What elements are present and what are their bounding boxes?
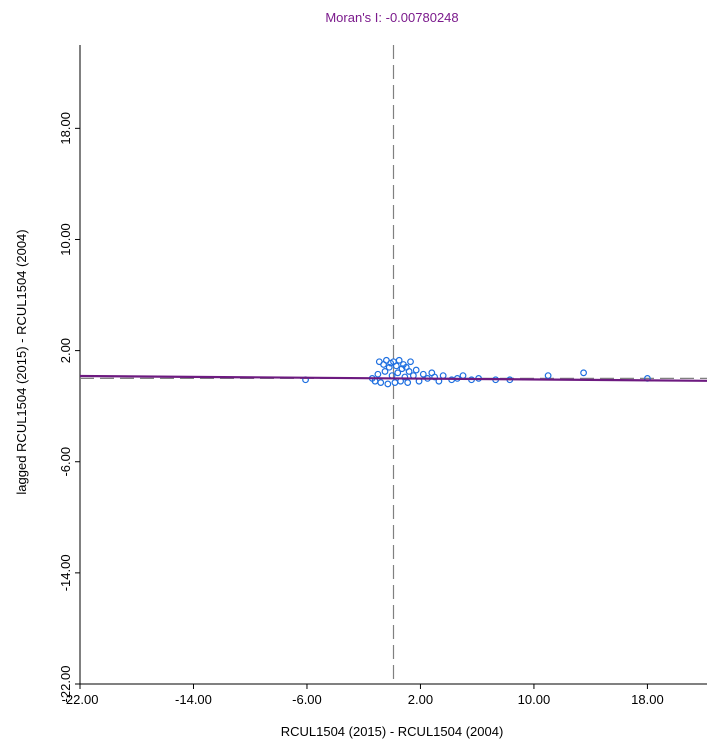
y-tick-label: 18.00 bbox=[58, 112, 73, 145]
chart-title: Moran's I: -0.00780248 bbox=[325, 10, 458, 25]
data-point bbox=[544, 372, 552, 380]
data-point bbox=[459, 372, 467, 380]
y-tick-label: -14.00 bbox=[58, 554, 73, 591]
x-tick-label: -14.00 bbox=[175, 692, 212, 707]
data-point bbox=[395, 356, 403, 364]
data-point bbox=[580, 369, 587, 377]
regression-line bbox=[79, 374, 707, 382]
data-point bbox=[407, 358, 414, 366]
data-point bbox=[392, 362, 400, 370]
data-point bbox=[405, 368, 413, 375]
data-point bbox=[412, 366, 420, 374]
x-tick-label: 10.00 bbox=[518, 692, 551, 707]
y-tick-label: -6.00 bbox=[58, 447, 73, 477]
data-point bbox=[394, 369, 402, 377]
x-tick-label: -6.00 bbox=[292, 692, 322, 707]
y-axis-title: lagged RCUL1504 (2015) - RCUL1504 (2004) bbox=[14, 229, 29, 494]
y-tick-label: -22.00 bbox=[58, 666, 73, 703]
data-point bbox=[377, 379, 385, 386]
data-point bbox=[439, 372, 447, 380]
data-point bbox=[404, 379, 412, 386]
data-point bbox=[374, 370, 382, 378]
y-tick-label: 10.00 bbox=[58, 223, 73, 256]
x-axis-title: RCUL1504 (2015) - RCUL1504 (2004) bbox=[281, 724, 504, 739]
data-point bbox=[385, 363, 393, 371]
plot-area: -22.00 -14.00 -6.00 2.00 10.00 18.00 -22.00 -14… bbox=[58, 45, 707, 707]
y-tick-label: 2.00 bbox=[58, 338, 73, 363]
data-point bbox=[398, 365, 406, 373]
data-point bbox=[401, 373, 409, 381]
x-tick-label: 2.00 bbox=[408, 692, 433, 707]
x-tick-label: 18.00 bbox=[631, 692, 664, 707]
x-tick-label: -22.00 bbox=[62, 692, 99, 707]
data-point bbox=[419, 370, 427, 378]
data-point bbox=[391, 379, 399, 386]
data-point bbox=[384, 380, 392, 388]
data-point bbox=[381, 368, 389, 375]
